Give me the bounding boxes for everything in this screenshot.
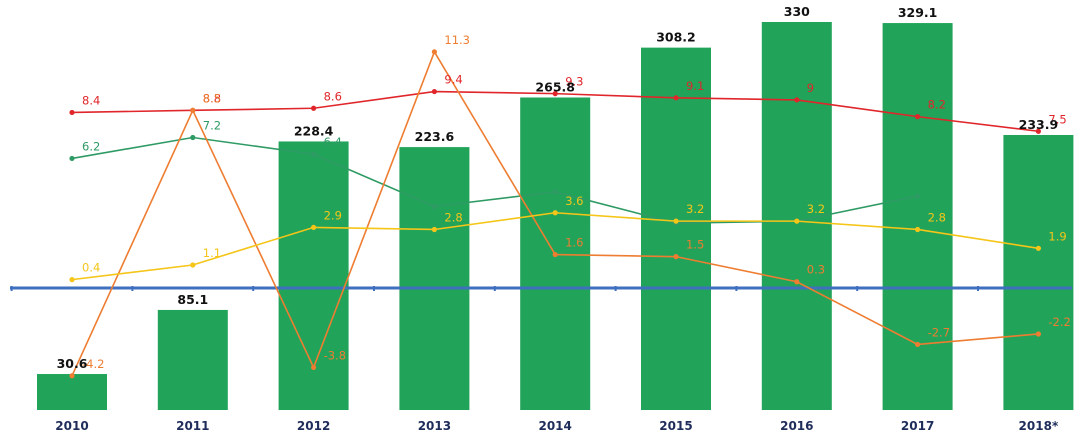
bar-2018* xyxy=(1003,134,1074,410)
bar-value-label-2011: 85.1 xyxy=(177,292,208,307)
point-red-2015 xyxy=(673,95,679,101)
x-tick-label-2010: 2010 xyxy=(55,419,88,433)
point-orange-2018* xyxy=(1035,331,1041,337)
bar-value-label-2012: 228.4 xyxy=(294,123,334,138)
point-label-orange-2013: 11.3 xyxy=(444,33,470,47)
point-label-red-2010: 8.4 xyxy=(82,93,100,107)
bar-2010 xyxy=(37,374,107,410)
point-label-green-2012: 6.4 xyxy=(324,135,342,149)
point-red-2016 xyxy=(794,97,800,103)
x-tick-label-2013: 2013 xyxy=(418,419,451,433)
point-label-orange-2017: -2.7 xyxy=(928,325,950,339)
point-label-yellow-2015: 3.2 xyxy=(686,202,704,216)
point-yellow-2018* xyxy=(1035,245,1041,251)
point-label-yellow-2013: 2.8 xyxy=(444,210,462,224)
point-label-red-2018*: 7.5 xyxy=(1048,112,1066,126)
bar-value-label-2013: 223.6 xyxy=(415,129,455,144)
point-label-yellow-2010: 0.4 xyxy=(82,261,100,275)
point-label-yellow-2012: 2.9 xyxy=(324,208,342,222)
point-label-green-2010: 6.2 xyxy=(82,139,100,153)
point-label-red-2012: 8.6 xyxy=(324,89,342,103)
point-yellow-2010 xyxy=(69,277,75,283)
x-tick-label-2018*: 2018* xyxy=(1019,419,1059,433)
point-green-2017 xyxy=(915,193,921,199)
point-label-yellow-2018*: 1.9 xyxy=(1048,229,1066,243)
point-red-2017 xyxy=(915,114,921,120)
x-tick-label-2014: 2014 xyxy=(538,419,571,433)
point-label-yellow-2011: 1.1 xyxy=(203,246,221,260)
point-label-orange-2010: -4.2 xyxy=(82,357,104,371)
point-green-2014 xyxy=(552,189,558,195)
x-tick-label-2011: 2011 xyxy=(176,419,209,433)
point-label-orange-2016: 0.3 xyxy=(807,263,825,277)
point-label-orange-2018*: -2.2 xyxy=(1048,315,1070,329)
point-label-orange-2011: 8.5 xyxy=(203,91,221,105)
bar-value-label-2010: 30.6 xyxy=(57,356,88,371)
point-orange-2014 xyxy=(552,251,558,258)
point-yellow-2017 xyxy=(915,226,921,233)
point-orange-2017 xyxy=(915,341,921,348)
point-red-2010 xyxy=(69,109,75,116)
point-label-red-2014: 9.3 xyxy=(565,75,583,89)
bar-value-label-2017: 329.1 xyxy=(898,5,938,20)
point-green-2013 xyxy=(431,203,437,210)
point-orange-2015 xyxy=(673,254,679,260)
bar-value-label-2015: 308.2 xyxy=(656,30,696,45)
point-green-2012 xyxy=(311,151,317,157)
point-red-2012 xyxy=(311,105,317,111)
bar-value-label-2014: 265.8 xyxy=(535,79,575,94)
point-yellow-2012 xyxy=(311,224,317,230)
point-label-red-2016: 9 xyxy=(807,81,814,95)
bar-2015 xyxy=(641,47,711,410)
point-label-yellow-2017: 2.8 xyxy=(928,210,946,224)
point-yellow-2013 xyxy=(431,226,437,233)
point-orange-2013 xyxy=(431,49,437,55)
point-green-2010 xyxy=(69,155,75,162)
point-label-yellow-2014: 3.6 xyxy=(565,194,583,208)
x-tick-label-2016: 2016 xyxy=(780,419,813,433)
point-label-orange-2014: 1.6 xyxy=(565,236,583,250)
point-label-green-2011: 7.2 xyxy=(203,119,221,133)
x-tick-label-2012: 2012 xyxy=(297,419,330,433)
point-orange-2016 xyxy=(794,279,800,285)
point-yellow-2016 xyxy=(794,218,800,224)
point-yellow-2014 xyxy=(552,210,558,216)
point-orange-2012 xyxy=(311,364,317,371)
point-yellow-2011 xyxy=(190,262,196,268)
point-label-red-2013: 9.4 xyxy=(444,73,462,87)
point-label-orange-2015: 1.5 xyxy=(686,238,704,252)
point-orange-2010 xyxy=(69,373,75,379)
point-red-2014 xyxy=(552,91,558,97)
bar-2011 xyxy=(157,309,228,410)
bar-value-label-2018*: 233.9 xyxy=(1019,117,1059,132)
point-red-2013 xyxy=(431,88,437,95)
point-label-red-2015: 9.1 xyxy=(686,79,704,93)
point-yellow-2015 xyxy=(673,218,679,224)
bar-2013 xyxy=(399,147,470,411)
point-label-orange-2012: -3.8 xyxy=(324,348,346,362)
point-green-2011 xyxy=(190,134,196,141)
point-label-yellow-2016: 3.2 xyxy=(807,202,825,216)
x-tick-label-2015: 2015 xyxy=(659,419,692,433)
bar-value-label-2016: 330 xyxy=(784,4,810,19)
point-label-red-2017: 8.2 xyxy=(928,98,946,112)
point-red-2018* xyxy=(1035,128,1041,134)
x-tick-label-2017: 2017 xyxy=(901,419,934,433)
point-orange-2011 xyxy=(190,107,196,113)
point-label-red-2011: 8.8 xyxy=(203,91,221,105)
